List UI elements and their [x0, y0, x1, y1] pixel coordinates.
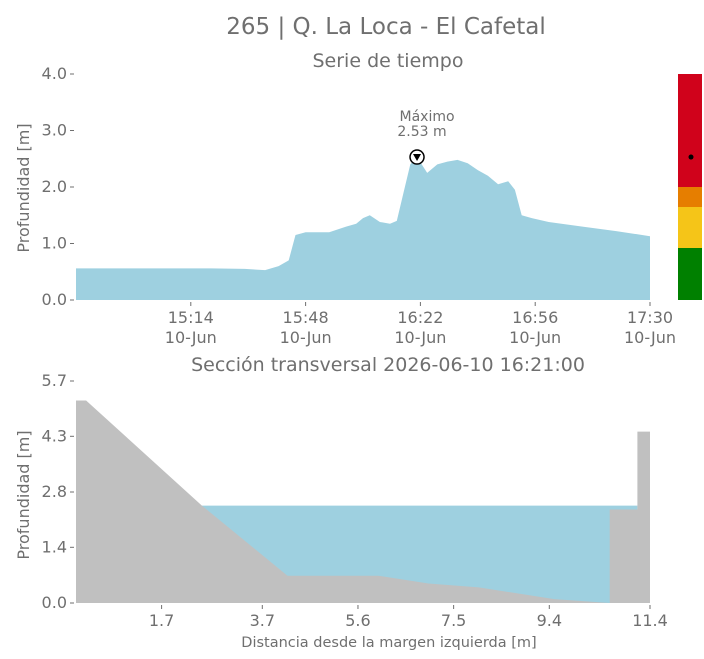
section-ytick-label: 2.8	[42, 482, 67, 501]
timeseries-yaxis: 0.0 1.0 2.0 3.0 4.0	[42, 64, 74, 309]
timeseries-ylabel: Profundidad [m]	[14, 123, 33, 252]
level-yellow	[678, 207, 702, 248]
timeseries-xtick-date: 10-Jun	[624, 328, 676, 347]
section-xtick-label: 11.4	[632, 611, 668, 630]
timeseries-xtick-date: 10-Jun	[165, 328, 217, 347]
timeseries-xtick-time: 15:14	[168, 308, 214, 327]
level-orange	[678, 187, 702, 207]
timeseries-ytick-label: 0.0	[42, 290, 67, 309]
level-red	[678, 74, 702, 187]
max-label-value: 2.53 m	[397, 124, 446, 140]
section-xtick-label: 5.6	[345, 611, 370, 630]
timeseries-ytick-label: 1.0	[42, 234, 67, 253]
section-subtitle: Sección transversal 2026-06-10 16:21:00	[191, 354, 585, 376]
timeseries-xtick-date: 10-Jun	[280, 328, 332, 347]
section-plot	[76, 400, 650, 603]
timeseries-subtitle: Serie de tiempo	[313, 50, 464, 72]
section-chart: Sección transversal 2026-06-10 16:21:00 …	[14, 354, 668, 651]
section-ytick-label: 5.7	[42, 371, 67, 390]
timeseries-xtick-date: 10-Jun	[394, 328, 446, 347]
timeseries-ytick-label: 3.0	[42, 121, 67, 140]
section-ylabel: Profundidad [m]	[14, 430, 33, 559]
section-ytick-label: 4.3	[42, 426, 67, 445]
section-xlabel: Distancia desde la margen izquierda [m]	[241, 635, 536, 651]
timeseries-xaxis: 15:1410-Jun15:4810-Jun16:2210-Jun16:5610…	[165, 302, 676, 347]
max-label-title: Máximo	[400, 109, 455, 125]
figure-title: 265 | Q. La Loca - El Cafetal	[226, 14, 546, 40]
max-marker-icon	[409, 149, 425, 165]
timeseries-ytick-label: 4.0	[42, 64, 67, 83]
timeseries-chart: Serie de tiempo 0.01.02.03.04.0 15:1410-…	[14, 50, 676, 347]
current-level-dot	[688, 154, 694, 160]
timeseries-xtick-time: 15:48	[283, 308, 329, 327]
section-xtick-label: 1.7	[149, 611, 174, 630]
timeseries-xtick-time: 16:22	[397, 308, 443, 327]
ground-area	[76, 400, 650, 603]
timeseries-xtick-date: 10-Jun	[509, 328, 561, 347]
timeseries-area	[76, 157, 650, 300]
alert-level-bar	[678, 74, 702, 300]
max-marker-triangle	[413, 154, 422, 162]
level-green	[678, 248, 702, 300]
timeseries-ytick-label: 2.0	[42, 177, 67, 196]
section-yaxis: 0.0 1.4 2.8 4.3 5.7	[42, 371, 74, 612]
timeseries-area-group	[76, 157, 650, 300]
section-xtick-label: 3.7	[250, 611, 275, 630]
section-ytick-label: 1.4	[42, 537, 67, 556]
max-annotation: Máximo 2.53 m	[397, 109, 455, 165]
timeseries-xtick-time: 16:56	[512, 308, 558, 327]
section-xaxis: 1.7 3.7 5.6 7.5 9.4 11.4	[149, 605, 668, 630]
section-xtick-label: 9.4	[537, 611, 562, 630]
section-xtick-label: 7.5	[441, 611, 466, 630]
section-ytick-label: 0.0	[42, 593, 67, 612]
timeseries-xtick-time: 17:30	[627, 308, 673, 327]
